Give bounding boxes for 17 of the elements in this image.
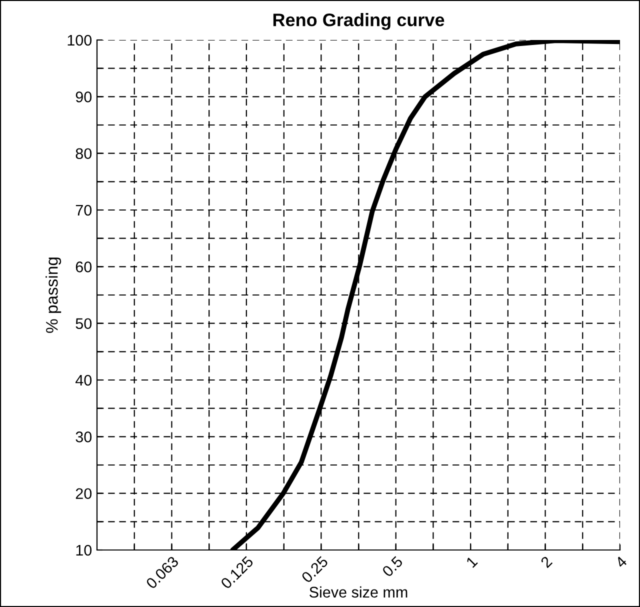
y-tick-label: 100 — [68, 34, 92, 46]
x-tick-label: 1 — [466, 556, 478, 568]
y-tick-label: 60 — [76, 262, 92, 272]
y-tick-label: 20 — [76, 488, 92, 500]
y-tick-label: 80 — [76, 148, 92, 160]
y-tick-label: 50 — [76, 318, 92, 330]
y-tick-label: 30 — [76, 432, 92, 442]
y-tick-label: 40 — [76, 374, 92, 386]
x-tick-label: 2 — [540, 556, 553, 568]
x-tick-label: 4 — [614, 556, 628, 568]
x-tick-label: 0.5 — [382, 556, 404, 578]
y-tick-label: 90 — [76, 92, 92, 102]
chart-title: Reno Grading curve — [273, 13, 444, 30]
y-axis-title: % passing — [46, 258, 62, 333]
x-axis-title: Sieve size mm — [310, 586, 408, 598]
y-tick-label: 70 — [76, 204, 92, 216]
y-tick-label: 10 — [76, 544, 92, 556]
